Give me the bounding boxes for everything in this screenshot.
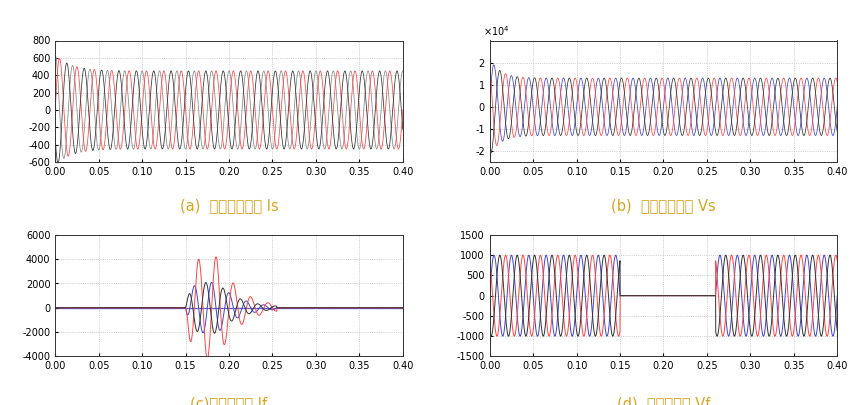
- Text: (d)  故障点电压 Vf: (d) 故障点电压 Vf: [617, 396, 710, 405]
- Text: $\times\mathregular{10}^{\mathregular{4}}$: $\times\mathregular{10}^{\mathregular{4}…: [483, 24, 509, 38]
- Text: (b)  发电机端电压 Vs: (b) 发电机端电压 Vs: [611, 198, 716, 213]
- Text: (a)  发电机端电流 Is: (a) 发电机端电流 Is: [179, 198, 279, 213]
- Text: (c)故障点电流 If: (c)故障点电流 If: [190, 396, 268, 405]
